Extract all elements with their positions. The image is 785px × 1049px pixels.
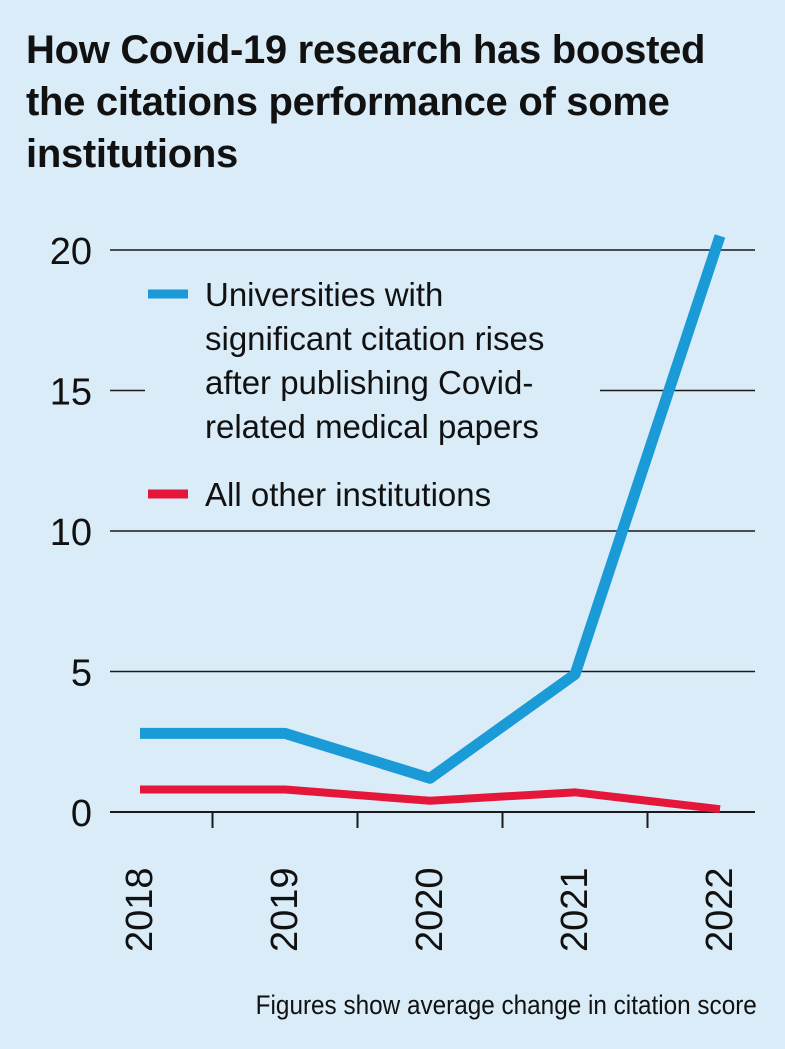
legend-label-1: after publishing Covid-: [205, 364, 533, 401]
legend-background: [145, 272, 600, 454]
x-tick-label-2021: 2021: [554, 867, 596, 952]
legend-background: [145, 470, 540, 518]
y-tick-label-20: 20: [50, 231, 92, 273]
series-line-1: [140, 234, 726, 784]
series-lines: [140, 234, 726, 814]
x-tick-label-2020: 2020: [409, 867, 451, 952]
legend-label-1: Universities with: [205, 276, 443, 313]
y-tick-label-10: 10: [50, 512, 92, 554]
legend-label-2: All other institutions: [205, 476, 491, 513]
x-axis: 2018 2019 2020 2021 2022: [119, 812, 741, 952]
x-tick-label-2022: 2022: [699, 867, 741, 952]
footnote: Figures show average change in citation …: [255, 990, 757, 1020]
chart-title: How Covid-19 research has boosted the ci…: [26, 28, 706, 176]
legend: Universities with significant citation ri…: [145, 272, 600, 518]
y-axis-ticks: 0 5 10 15 20: [50, 231, 92, 835]
series-line-2: [140, 785, 721, 814]
legend-label-1: significant citation rises: [205, 320, 544, 357]
y-tick-label-0: 0: [71, 793, 92, 835]
x-tick-label-2019: 2019: [264, 867, 306, 952]
legend-label-1: related medical papers: [205, 408, 539, 445]
y-tick-label-5: 5: [71, 653, 92, 695]
y-tick-label-15: 15: [50, 372, 92, 414]
x-tick-label-2018: 2018: [119, 867, 161, 952]
